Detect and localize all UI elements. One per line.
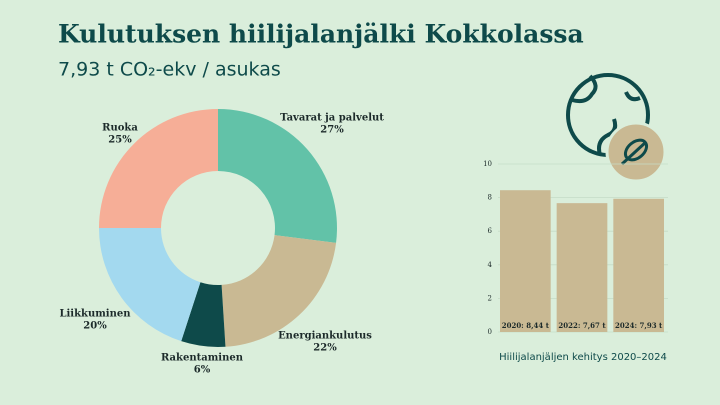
- segment-label: Rakentaminen: [161, 353, 244, 364]
- donut-segment: [98, 228, 201, 342]
- y-tick-label: 0: [488, 328, 492, 336]
- x-tick-label: 2024: 7,93 t: [615, 321, 663, 330]
- segment-label: Ruoka: [102, 123, 138, 134]
- x-axis-label: Hiilijalanjäljen kehitys 2020–2024: [499, 352, 667, 363]
- value-label: 27%: [320, 125, 344, 136]
- chart-subtitle: 7,93 t CO₂-ekv / asukas: [58, 59, 281, 81]
- y-tick-label: 8: [488, 194, 492, 202]
- value-label: 22%: [313, 343, 337, 354]
- y-tick-label: 4: [488, 261, 493, 269]
- y-tick-label: 2: [488, 294, 492, 302]
- chart-title: Kulutuksen hiilijalanjälki Kokkolassa: [58, 20, 584, 49]
- segment-label: Liikkuminen: [59, 309, 131, 320]
- segment-label: Tavarat ja palvelut: [280, 113, 384, 124]
- donut-segment: [218, 109, 337, 243]
- x-tick-label: 2020: 8,44 t: [502, 321, 550, 330]
- value-label: 20%: [83, 321, 107, 332]
- value-label: 25%: [108, 135, 132, 146]
- bar: [613, 198, 664, 332]
- x-tick-label: 2022: 7,67 t: [558, 321, 606, 330]
- bar: [556, 203, 608, 332]
- y-tick-label: 10: [483, 160, 492, 168]
- segment-label: Energiankulutus: [278, 331, 372, 342]
- bar: [500, 190, 551, 332]
- donut-segment: [99, 109, 218, 228]
- donut-segment: [181, 282, 226, 348]
- y-tick-label: 6: [488, 227, 493, 235]
- leaf-icon: [605, 121, 667, 183]
- donut-segment: [221, 235, 337, 347]
- value-label: 6%: [194, 365, 211, 376]
